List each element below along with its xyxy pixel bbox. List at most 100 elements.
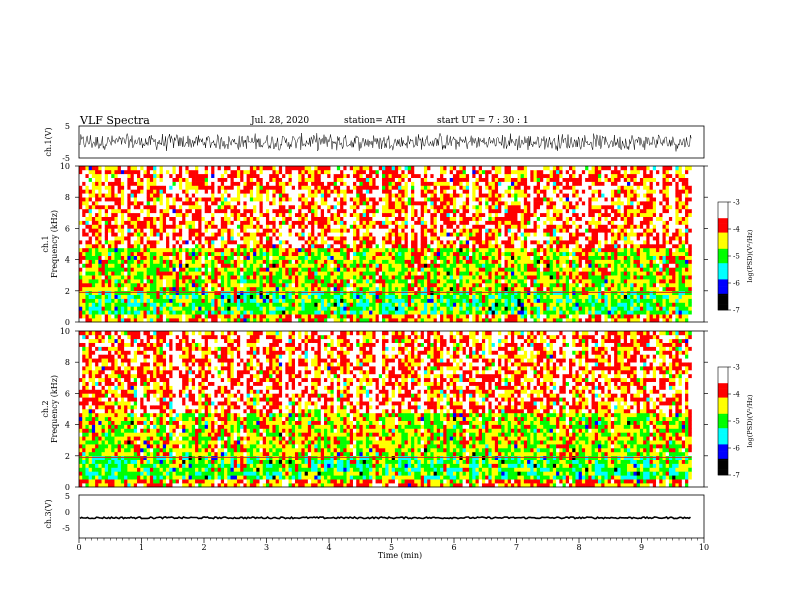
spectrogram-cell [294,294,299,299]
spectrogram-cell [291,228,296,233]
spectrogram-cell [298,173,302,178]
spectrogram-cell [452,236,457,241]
spectrogram-cell [423,275,428,280]
spectrogram-cell [253,275,257,280]
spectrogram-cell [265,283,270,288]
spectrogram-cell [459,189,463,194]
spectrogram-cell [259,318,264,323]
spectrogram-cell [143,247,147,253]
spectrogram-cell [414,197,418,202]
spectrogram-cell [133,177,138,182]
spectrogram-cell [282,283,286,288]
spectrogram-cell [114,201,118,206]
spectrogram-cell [233,220,238,225]
spectrogram-cell [375,185,380,190]
spectrogram-cell [349,294,354,299]
spectrogram-cell [214,224,218,229]
spectrogram-cell [285,302,289,307]
spectrogram-cell [98,271,102,276]
spectrogram-cell [156,240,160,245]
spectrogram-cell [153,232,157,237]
spectrogram-cell [149,290,154,295]
spectrogram-cell [291,283,296,288]
spectrogram-cell [411,208,415,214]
spectrogram-cell [159,189,164,194]
spectrogram-cell [343,271,347,276]
spectrogram-cell [372,193,376,198]
spectrogram-cell [195,314,199,319]
spectrogram-cell [172,166,177,171]
spectrogram-cell [320,283,325,288]
spectrogram-cell [407,232,412,237]
spectrogram-cell [114,216,118,221]
spectrogram-cell [362,275,367,280]
spectrogram-cell [140,228,144,233]
spectrogram-cell [259,185,264,190]
spectrogram-cell [278,251,283,256]
spectrogram-cell [340,306,344,311]
spectrogram-cell [214,189,218,194]
spectrogram-cell [178,173,183,178]
spectrogram-cell [414,166,418,171]
spectrogram-cell [104,267,109,272]
spectrogram-cell [185,189,189,194]
spectrogram-cell [175,259,180,264]
spectrogram-cell [204,294,209,299]
spectrogram-cell [156,302,160,307]
spectrogram-cell [153,306,157,311]
spectrogram-cell [269,279,273,284]
spectrogram-cell [324,255,328,260]
spectrogram-cell [459,279,463,284]
spectrogram-cell [240,185,244,190]
spectrogram-cell [224,220,228,225]
spectrogram-cell [172,205,177,210]
spectrogram-cell [317,212,322,217]
spectrogram-cell [230,173,235,178]
spectrogram-cell [114,247,118,253]
spectrogram-cell [108,208,112,214]
spectrogram-cell [433,185,438,190]
spectrogram-cell [117,166,122,171]
spectrogram-cell [224,275,228,280]
spectrogram-cell [162,197,167,202]
spectrogram-cell [340,185,344,190]
spectrogram-cell [188,298,193,303]
spectrogram-cell [394,240,399,245]
spectrogram-cell [427,294,431,299]
spectrogram-cell [288,318,293,323]
spectrogram-cell [401,259,405,264]
spectrogram-cell [385,318,389,323]
spectrogram-cell [462,275,467,280]
spectrogram-cell [104,310,109,315]
spectrogram-cell [417,318,422,323]
spectrogram-cell [362,228,367,233]
spectrogram-cell [207,185,212,190]
spectrogram-cell [91,228,96,233]
spectrogram-cell [230,205,235,210]
spectrogram-cell [140,271,144,276]
spectrogram-cell [195,232,199,237]
spectrogram-cell [137,283,141,288]
spectrogram-cell [272,251,276,256]
spectrogram-cell [324,216,328,221]
spectrogram-cell [211,224,215,229]
spectrogram-cell [201,267,206,272]
spectrogram-cell [336,275,341,280]
spectrogram-cell [169,247,173,253]
spectrogram-cell [262,290,267,295]
spectrogram-cell [353,279,357,284]
spectrogram-cell [291,220,296,225]
spectrogram-cell [288,181,293,186]
spectrogram-cell [427,283,431,288]
spectrogram-cell [153,251,157,256]
spectrogram-cell [423,193,428,198]
spectrogram-cell [452,181,457,186]
spectrogram-cell [249,236,254,241]
spectrogram-cell [253,263,257,268]
spectrogram-cell [240,205,244,210]
spectrogram-cell [388,236,392,241]
spectrogram-cell [149,302,154,307]
spectrogram-cell [311,255,315,260]
spectrogram-cell [124,298,128,303]
spectrogram-cell [127,318,131,323]
